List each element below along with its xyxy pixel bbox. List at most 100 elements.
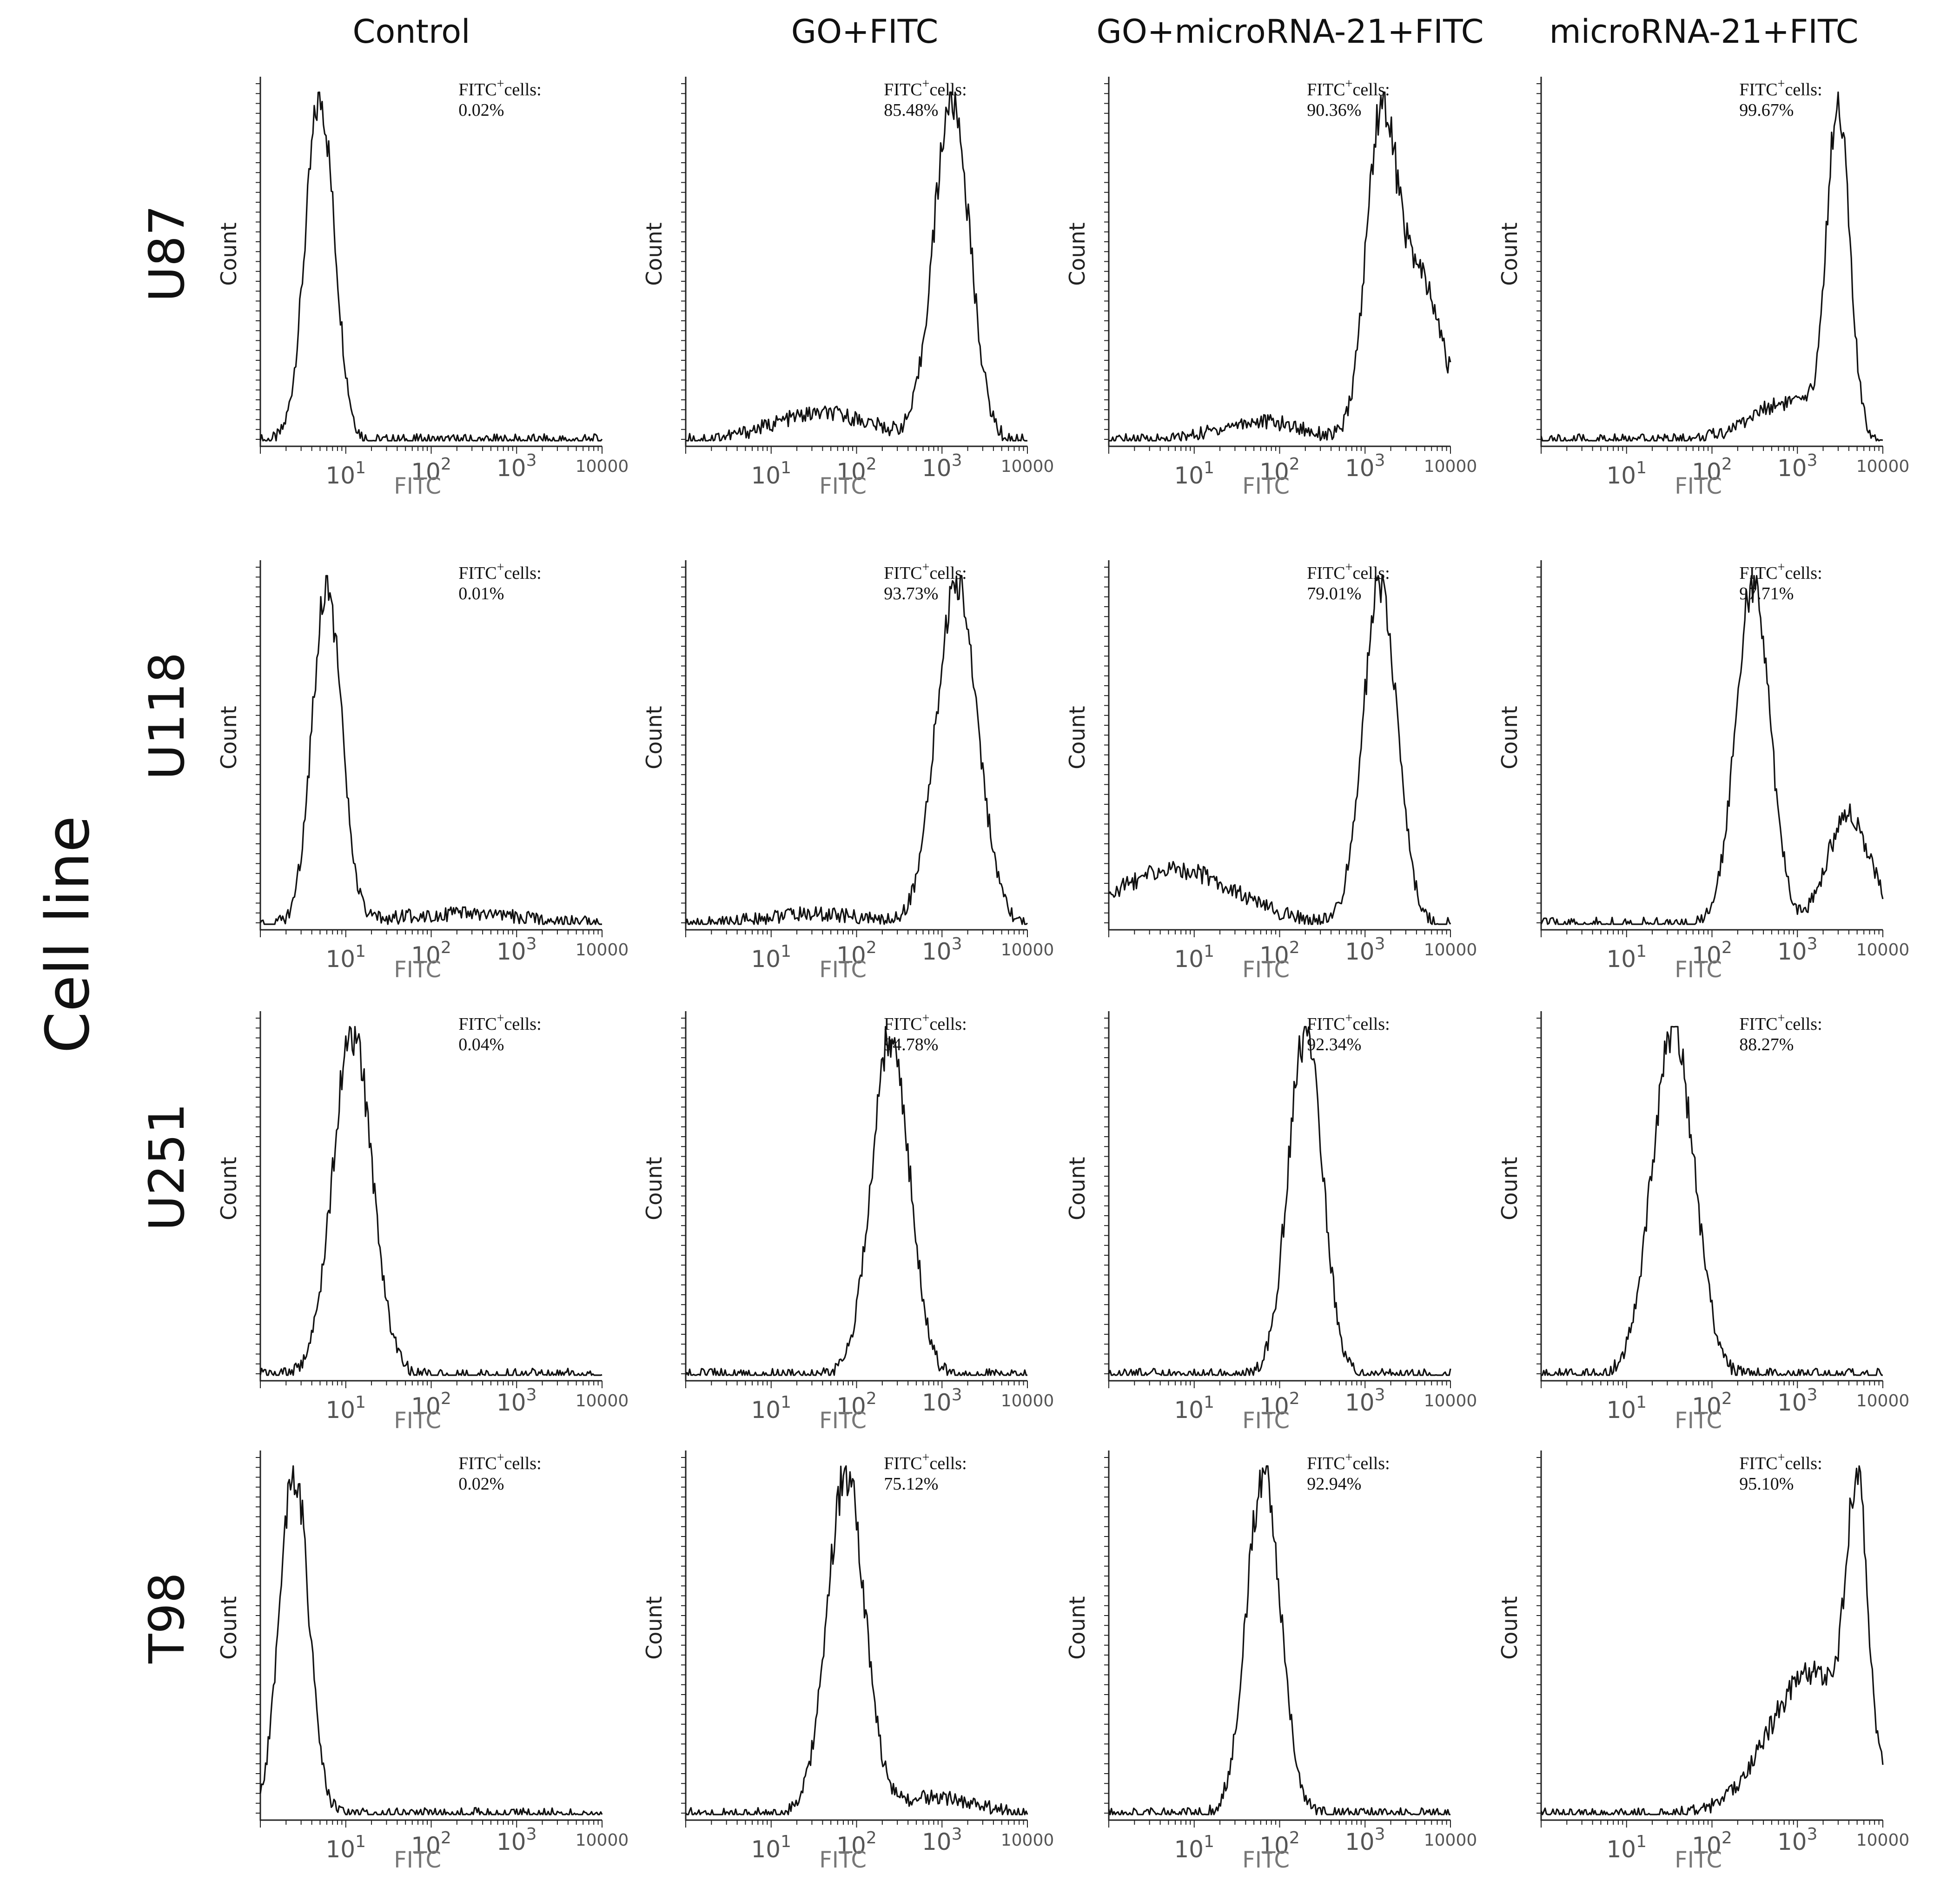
y-axis-ticks bbox=[681, 83, 686, 440]
y-axis-label: Count bbox=[1065, 1157, 1090, 1220]
row-label-u118: U118 bbox=[139, 652, 195, 780]
axis-lines bbox=[685, 77, 1027, 447]
y-axis-label: Count bbox=[1497, 1596, 1522, 1660]
x-axis-ticks bbox=[1108, 1820, 1451, 1828]
y-axis-ticks bbox=[256, 83, 260, 440]
fitc-positive-value: 95.10% bbox=[1739, 1474, 1794, 1494]
x-tick-label: 103 bbox=[1777, 1385, 1818, 1416]
x-tick-label: 10000 bbox=[1424, 1831, 1477, 1850]
histogram-panel-u118-2: 101 102 103 10000 FITC Count FITC+cells:79.01% bbox=[1065, 560, 1477, 983]
x-axis-ticks bbox=[1541, 1381, 1883, 1388]
fitc-positive-caption: FITC+cells: bbox=[458, 1011, 541, 1034]
x-tick-label: 102 bbox=[1692, 938, 1732, 969]
y-axis-label: Count bbox=[216, 706, 241, 769]
x-axis-label: FITC bbox=[1675, 473, 1722, 499]
histogram-panel-t98-0: 101 102 103 10000 FITC Count FITC+cells:0.02% bbox=[216, 1450, 629, 1873]
x-axis-label: FITC bbox=[394, 1847, 441, 1873]
x-tick-label: 102 bbox=[411, 938, 451, 969]
x-tick-label: 10000 bbox=[576, 1391, 629, 1411]
histogram-panel-u251-2: 101 102 103 10000 FITC Count FITC+cells:92.34% bbox=[1065, 1011, 1477, 1434]
x-axis-label: FITC bbox=[1675, 1408, 1722, 1434]
x-tick-label: 101 bbox=[325, 942, 366, 973]
histogram-trace bbox=[685, 1465, 1028, 1815]
x-tick-label: 101 bbox=[1174, 1393, 1214, 1424]
fitc-positive-caption: FITC+cells: bbox=[884, 1450, 967, 1473]
row-labels: U87 U118 U251 T98 bbox=[139, 205, 195, 1664]
y-axis-ticks bbox=[1104, 1457, 1109, 1814]
y-axis-ticks bbox=[1104, 567, 1109, 923]
x-axis-label: FITC bbox=[1675, 1847, 1722, 1873]
y-axis-label: Count bbox=[1497, 706, 1522, 769]
fitc-positive-value: 0.01% bbox=[458, 584, 504, 603]
x-tick-label: 103 bbox=[1777, 934, 1818, 965]
histogram-panel-t98-2: 101 102 103 10000 FITC Count FITC+cells:92.94% bbox=[1065, 1450, 1477, 1873]
x-tick-label: 101 bbox=[751, 1393, 791, 1424]
fitc-positive-caption: FITC+cells: bbox=[458, 77, 541, 99]
fitc-positive-value: 0.04% bbox=[458, 1035, 504, 1054]
x-axis-ticks bbox=[685, 446, 1028, 454]
fitc-positive-caption: FITC+cells: bbox=[1307, 560, 1390, 583]
x-tick-label: 101 bbox=[1606, 1832, 1647, 1863]
fitc-positive-value: 99.67% bbox=[1739, 100, 1794, 120]
y-axis-label: Count bbox=[216, 1157, 241, 1220]
y-axis-label: Count bbox=[642, 706, 667, 769]
x-axis-label: FITC bbox=[819, 473, 867, 499]
x-tick-label: 10000 bbox=[1001, 457, 1054, 476]
x-axis-ticks bbox=[685, 1820, 1028, 1828]
x-tick-label: 102 bbox=[1692, 455, 1732, 485]
x-axis-ticks bbox=[685, 1381, 1028, 1388]
x-tick-label: 10000 bbox=[1856, 1391, 1910, 1411]
x-axis-ticks bbox=[260, 446, 603, 454]
x-tick-label: 102 bbox=[836, 1828, 877, 1859]
histogram-panel-u87-3: 101 102 103 10000 FITC Count FITC+cells:99.67% bbox=[1497, 77, 1909, 499]
x-tick-label: 10000 bbox=[576, 1831, 629, 1850]
x-axis-ticks bbox=[260, 1381, 603, 1388]
y-axis-ticks bbox=[256, 567, 260, 923]
x-tick-label: 10000 bbox=[1424, 457, 1477, 476]
histogram-trace bbox=[685, 91, 1027, 442]
x-tick-label: 103 bbox=[1777, 1825, 1818, 1855]
column-title-0: Control bbox=[352, 13, 470, 51]
x-tick-label: 101 bbox=[751, 458, 791, 489]
x-tick-label: 101 bbox=[325, 1393, 366, 1424]
histogram-trace bbox=[259, 1026, 603, 1376]
fitc-positive-value: 92.94% bbox=[1307, 1474, 1361, 1494]
x-axis-label: FITC bbox=[1242, 473, 1290, 499]
fitc-positive-value: 93.73% bbox=[884, 584, 938, 603]
y-axis-label: Count bbox=[1497, 1157, 1522, 1220]
fitc-positive-value: 88.27% bbox=[1739, 1035, 1794, 1054]
x-tick-label: 10000 bbox=[1001, 940, 1054, 960]
x-tick-label: 10000 bbox=[576, 457, 629, 476]
axis-lines bbox=[1108, 77, 1450, 447]
histogram-panel-u118-0: 101 102 103 10000 FITC Count FITC+cells:0.01% bbox=[216, 560, 629, 983]
x-tick-label: 101 bbox=[1606, 1393, 1647, 1424]
x-tick-label: 102 bbox=[1259, 1389, 1300, 1420]
fitc-positive-caption: FITC+cells: bbox=[884, 77, 967, 99]
histogram-panel-t98-1: 101 102 103 10000 FITC Count FITC+cells:75.12% bbox=[642, 1450, 1054, 1873]
x-tick-label: 101 bbox=[325, 458, 366, 489]
x-tick-label: 10000 bbox=[1424, 940, 1477, 960]
x-axis-ticks bbox=[260, 930, 603, 937]
x-tick-label: 102 bbox=[411, 1389, 451, 1420]
x-axis-label: FITC bbox=[1242, 1847, 1290, 1873]
column-title-2: GO+microRNA-21+FITC bbox=[1097, 13, 1484, 51]
y-axis-ticks bbox=[1536, 83, 1541, 440]
fitc-positive-value: 94.78% bbox=[884, 1035, 938, 1054]
x-axis-label: FITC bbox=[394, 473, 441, 499]
y-axis-label: Count bbox=[642, 1157, 667, 1220]
fitc-positive-value: 0.02% bbox=[458, 100, 504, 120]
x-tick-label: 103 bbox=[922, 934, 962, 965]
fitc-positive-caption: FITC+cells: bbox=[458, 1450, 541, 1473]
x-tick-label: 103 bbox=[1345, 934, 1385, 965]
histogram-panel-t98-3: 101 102 103 10000 FITC Count FITC+cells:95.10% bbox=[1497, 1450, 1909, 1873]
histogram-trace bbox=[685, 1026, 1027, 1376]
histogram-trace bbox=[1540, 575, 1884, 925]
x-tick-label: 102 bbox=[1259, 455, 1300, 485]
histogram-trace bbox=[1109, 91, 1451, 442]
x-axis-ticks bbox=[1541, 1820, 1883, 1828]
x-axis-label: FITC bbox=[394, 957, 441, 983]
histogram-trace bbox=[1108, 1465, 1450, 1815]
fitc-positive-caption: FITC+cells: bbox=[1307, 1011, 1390, 1034]
column-titles: Control GO+FITC GO+microRNA-21+FITC microRN… bbox=[352, 13, 1858, 51]
x-tick-label: 102 bbox=[1692, 1828, 1732, 1859]
